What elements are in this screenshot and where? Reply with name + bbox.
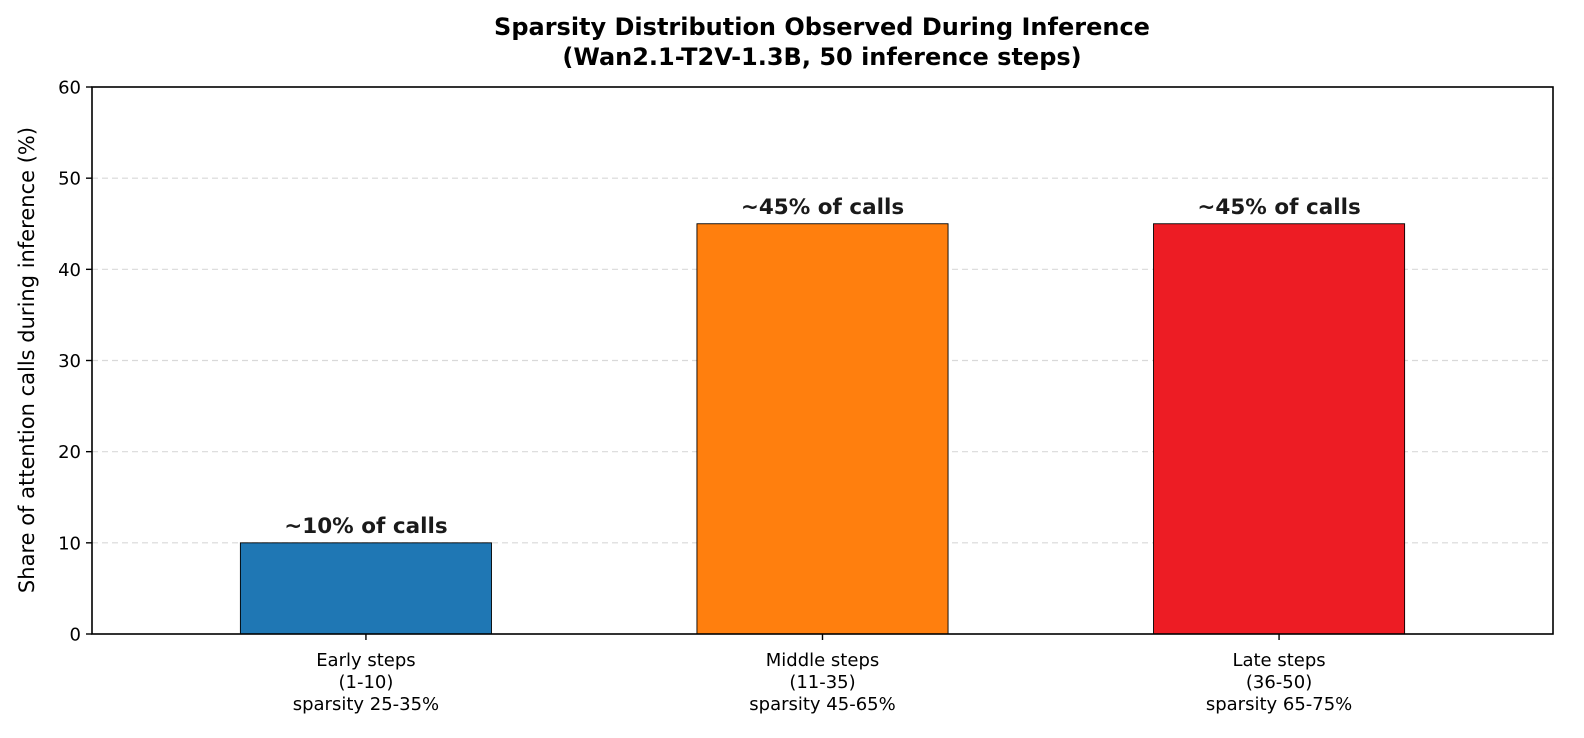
chart-subtitle: (Wan2.1-T2V-1.3B, 50 inference steps) (562, 43, 1081, 71)
x-tick-label: Late steps (1232, 650, 1325, 671)
x-tick-label: Early steps (316, 650, 416, 671)
x-tick-label: Middle steps (766, 650, 880, 671)
bars (239, 223, 1406, 635)
x-tick-label: (11-35) (789, 672, 855, 693)
bar-data-label: ~45% of calls (1197, 195, 1360, 220)
bar (1153, 223, 1406, 635)
y-tick-label: 30 (58, 351, 81, 372)
bar (696, 223, 949, 635)
x-tick-label: sparsity 25-35% (293, 694, 439, 715)
bar (239, 542, 492, 635)
y-axis-label: Share of attention calls during inferenc… (15, 127, 39, 593)
y-tick-label: 60 (58, 78, 81, 99)
y-tick-label: 40 (58, 260, 81, 281)
y-axis-ticks: 0 10 20 30 40 50 60 (58, 78, 92, 646)
y-tick-label: 10 (58, 533, 81, 554)
y-tick-label: 20 (58, 442, 81, 463)
x-tick-label: (1-10) (338, 672, 393, 693)
bar-data-label: ~10% of calls (284, 514, 447, 539)
x-axis-ticks: Early steps(1-10)sparsity 25-35% Middle s… (293, 634, 1352, 715)
data-labels: ~10% of calls ~45% of calls ~45% of calls (284, 195, 1361, 539)
bar-data-label: ~45% of calls (741, 195, 904, 220)
x-tick-label: (36-50) (1246, 672, 1312, 693)
x-tick-label: sparsity 45-65% (749, 694, 895, 715)
y-tick-label: 0 (70, 625, 81, 646)
x-tick-label: sparsity 65-75% (1206, 694, 1352, 715)
chart-title: Sparsity Distribution Observed During In… (494, 13, 1150, 41)
y-tick-label: 50 (58, 169, 81, 190)
